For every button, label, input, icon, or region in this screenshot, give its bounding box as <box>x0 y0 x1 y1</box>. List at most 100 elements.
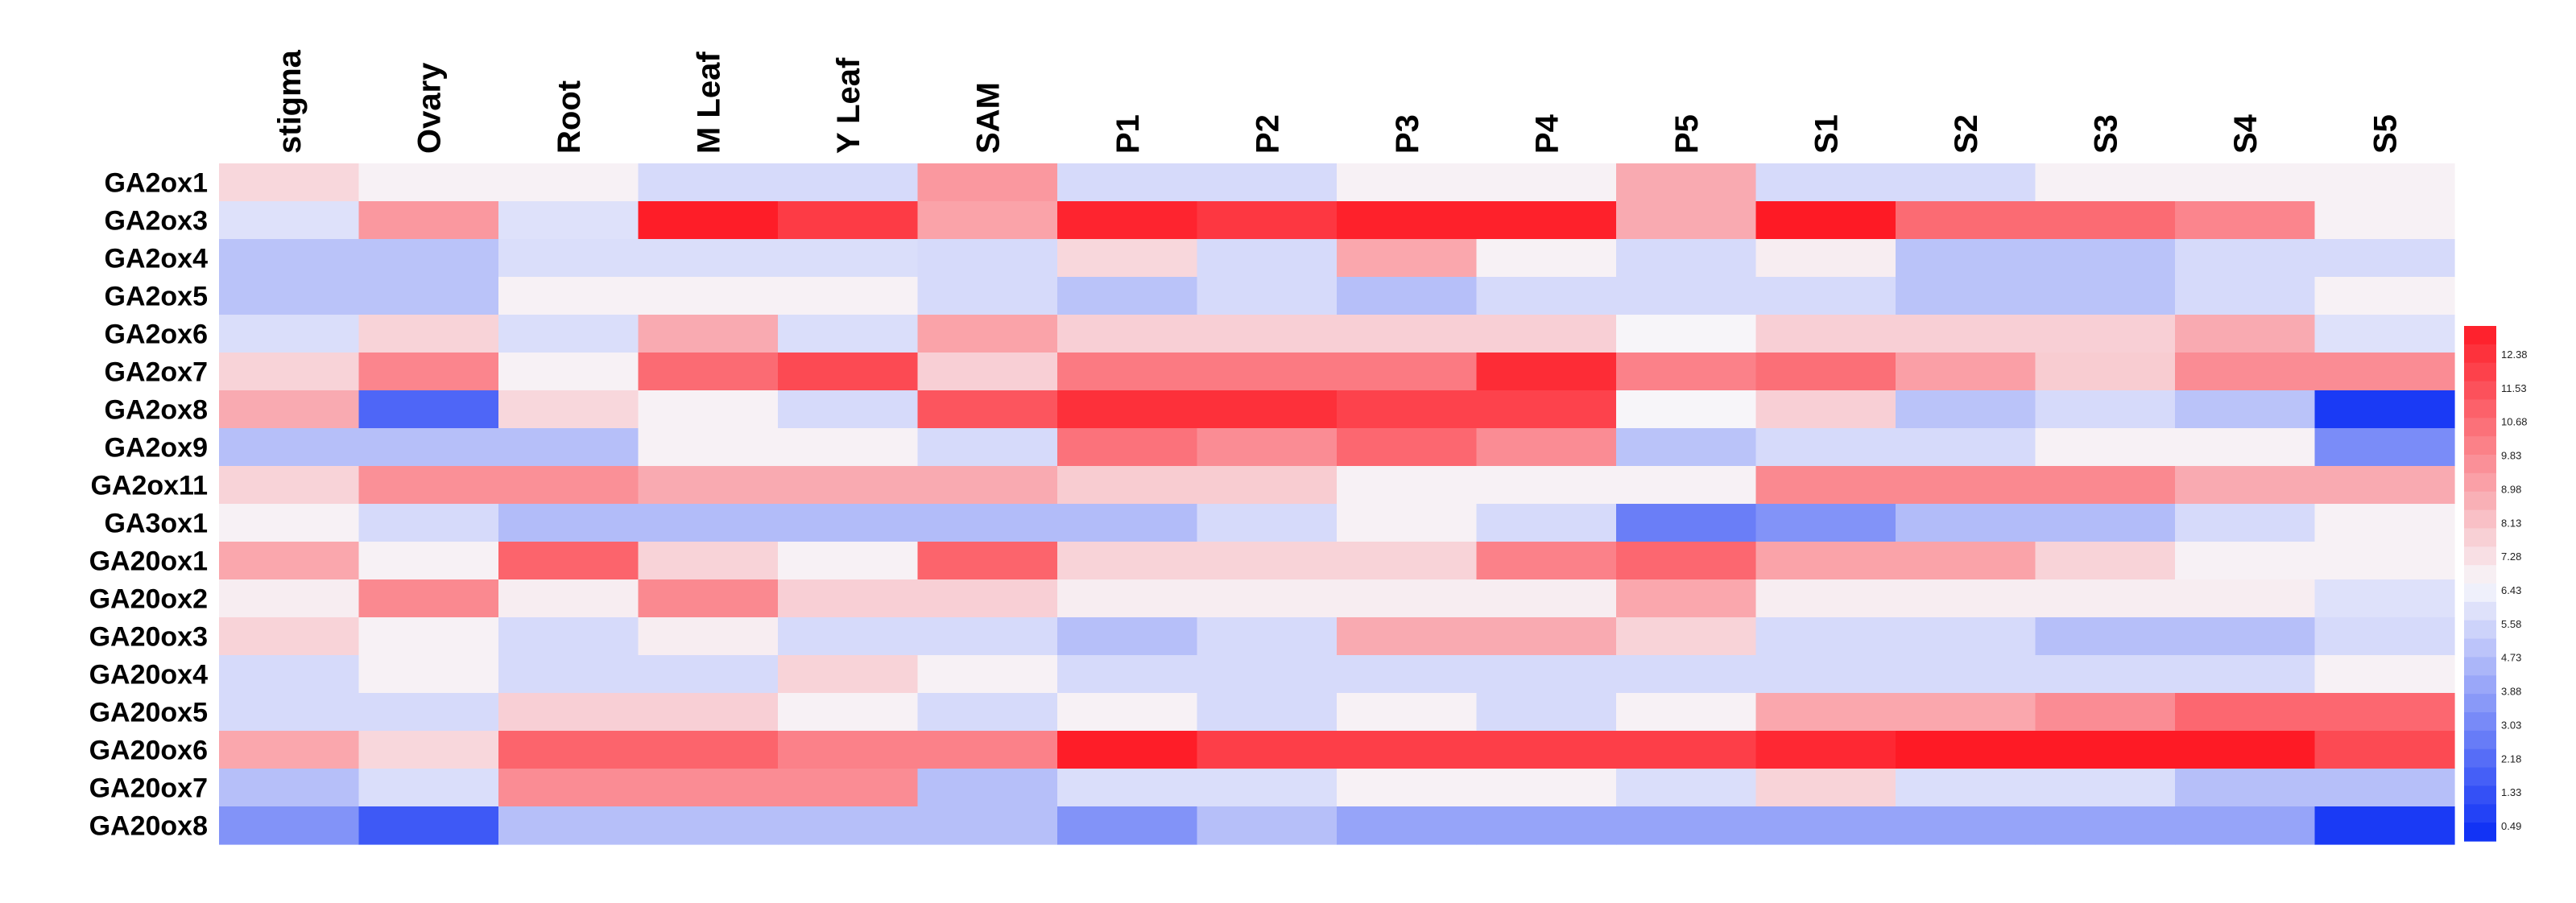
heatmap-cell <box>1057 466 1198 505</box>
heatmap-cell <box>1755 769 1896 807</box>
row-label: GA2ox8 <box>105 395 209 426</box>
heatmap-cell <box>1755 239 1896 278</box>
heatmap-cell <box>498 769 639 807</box>
legend-tick-label: 0.49 <box>2501 820 2521 832</box>
heatmap-cell <box>638 353 779 391</box>
legend-tick-label: 2.18 <box>2501 752 2521 765</box>
heatmap-cell <box>2035 617 2176 656</box>
heatmap-cell <box>1896 731 2036 769</box>
heatmap-cell <box>1337 769 1478 807</box>
heatmap-cell <box>1896 277 2036 315</box>
heatmap-cell <box>778 542 919 580</box>
heatmap-cell <box>778 504 919 542</box>
heatmap-cell <box>917 201 1058 240</box>
legend-swatch <box>2464 675 2496 695</box>
heatmap-cell <box>1337 428 1478 467</box>
heatmap-cell <box>1896 239 2036 278</box>
legend-tick-label: 7.28 <box>2501 550 2521 563</box>
heatmap-cell <box>1755 201 1896 240</box>
heatmap-cell <box>1616 579 1757 618</box>
heatmap-cell <box>1197 579 1338 618</box>
heatmap-cell <box>1616 277 1757 315</box>
heatmap-cell <box>358 315 499 353</box>
heatmap-cell <box>358 277 499 315</box>
heatmap-cell <box>1337 390 1478 429</box>
heatmap-cell <box>498 617 639 656</box>
heatmap-cell <box>2175 277 2316 315</box>
heatmap-cell <box>638 201 779 240</box>
heatmap-cell <box>1476 390 1617 429</box>
heatmap-cell <box>1755 693 1896 732</box>
legend-swatch <box>2464 436 2496 456</box>
heatmap-cell <box>1057 163 1198 202</box>
heatmap-cell <box>1197 655 1338 694</box>
color-legend: 12.38 11.53 10.68 9.83 8.98 8.13 7.28 6.43 5.58 4… <box>2464 326 2528 842</box>
heatmap-cell <box>1337 542 1478 580</box>
heatmap-cell <box>1197 428 1338 467</box>
legend-tick-label: 3.88 <box>2501 686 2521 698</box>
heatmap-cell <box>1896 163 2036 202</box>
heatmap-cell <box>219 277 360 315</box>
row-label: GA20ox6 <box>89 736 208 766</box>
heatmap-cell <box>1476 806 1617 845</box>
heatmap-cell <box>917 277 1058 315</box>
legend-swatch <box>2464 638 2496 658</box>
heatmap-cell <box>778 390 919 429</box>
heatmap-cell <box>1755 163 1896 202</box>
heatmap-cell <box>358 201 499 240</box>
heatmap-cell <box>1337 239 1478 278</box>
heatmap-cell <box>1476 542 1617 580</box>
heatmap-cell <box>778 315 919 353</box>
row-label: GA2ox9 <box>105 433 209 464</box>
heatmap-cell <box>219 579 360 618</box>
heatmap-cell <box>358 617 499 656</box>
heatmap-cell <box>638 428 779 467</box>
legend-tick-label: 12.38 <box>2501 348 2528 361</box>
heatmap-cell <box>219 466 360 505</box>
heatmap-cell <box>498 239 639 278</box>
heatmap-cell <box>1337 693 1478 732</box>
heatmap-cell <box>358 428 499 467</box>
heatmap-cell <box>2314 277 2455 315</box>
row-label: GA2ox5 <box>105 282 209 312</box>
heatmap-cell <box>498 542 639 580</box>
heatmap-cell <box>2314 806 2455 845</box>
row-label: GA20ox2 <box>89 584 208 615</box>
heatmap-cell <box>2035 769 2176 807</box>
heatmap-cell <box>219 239 360 278</box>
heatmap-cell <box>498 163 639 202</box>
heatmap-cell <box>2175 655 2316 694</box>
heatmap-cell <box>2035 579 2176 618</box>
heatmap-cell <box>219 428 360 467</box>
heatmap-cell <box>219 390 360 429</box>
legend-swatch <box>2464 767 2496 787</box>
heatmap-cell <box>1197 239 1338 278</box>
heatmap-cell <box>778 466 919 505</box>
heatmap-cell <box>1616 315 1757 353</box>
heatmap-cell <box>638 390 779 429</box>
heatmap-cell <box>1755 466 1896 505</box>
heatmap-cell <box>1616 693 1757 732</box>
heatmap-cell <box>1616 163 1757 202</box>
heatmap-cell <box>1755 806 1896 845</box>
heatmap-cell <box>638 504 779 542</box>
heatmap-cell <box>1896 428 2036 467</box>
heatmap-cell <box>2175 617 2316 656</box>
heatmap-cell <box>2035 315 2176 353</box>
heatmap-cell <box>1197 769 1338 807</box>
heatmap-cell <box>1337 504 1478 542</box>
heatmap-cell <box>498 353 639 391</box>
heatmap-cell <box>1616 201 1757 240</box>
heatmap-cell <box>2175 315 2316 353</box>
heatmap-cell <box>2314 201 2455 240</box>
legend-swatch <box>2464 785 2496 805</box>
heatmap-cell <box>2175 731 2316 769</box>
heatmap-cell <box>2035 504 2176 542</box>
heatmap-cell <box>498 428 639 467</box>
legend-swatch <box>2464 418 2496 437</box>
row-label: GA2ox6 <box>105 320 209 350</box>
heatmap-cell <box>2035 201 2176 240</box>
heatmap-cell <box>917 806 1058 845</box>
column-label: Root <box>552 80 587 154</box>
heatmap-cell <box>1896 542 2036 580</box>
